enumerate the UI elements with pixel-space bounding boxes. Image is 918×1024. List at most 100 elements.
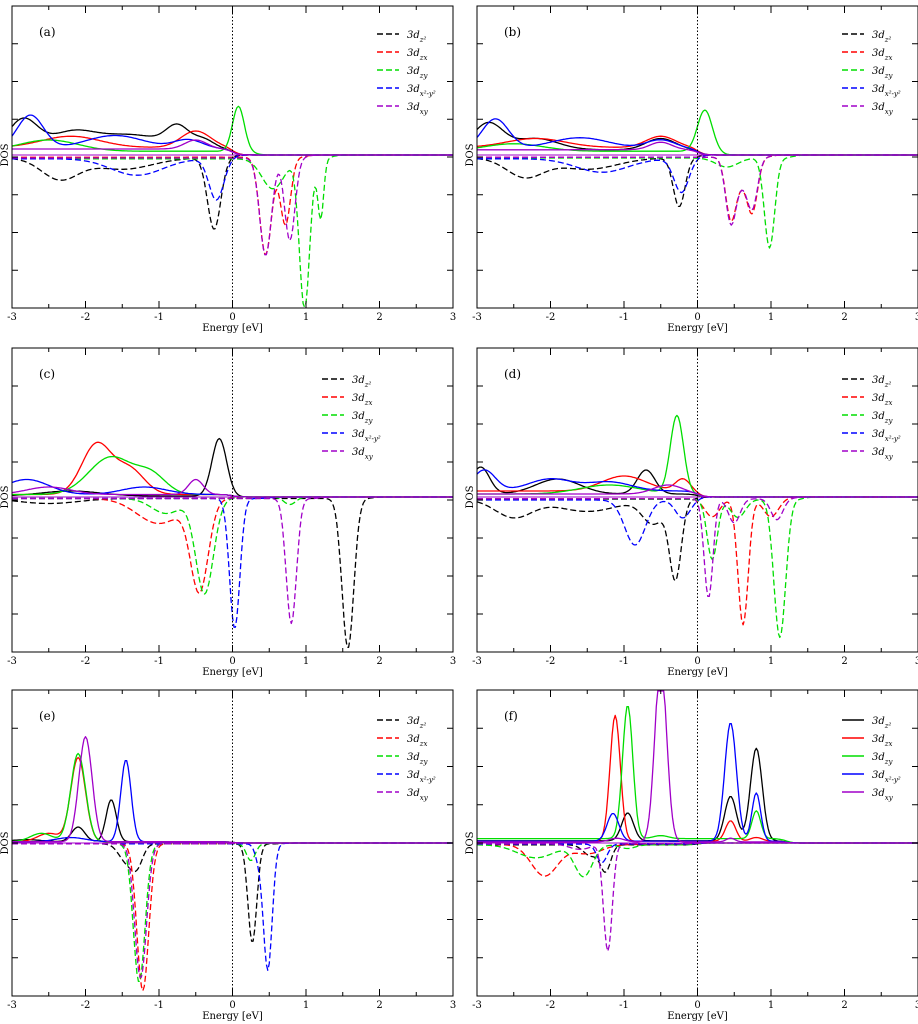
panel-label: (d) — [504, 367, 521, 381]
dos-curve — [476, 496, 918, 582]
legend-label: 3dzy — [872, 411, 893, 425]
legend-label: 3dz² — [407, 30, 426, 44]
x-tick-label: 3 — [915, 312, 918, 323]
panel-label: (f) — [504, 709, 518, 723]
legend-label: 3dzx — [872, 48, 892, 62]
x-tick-label: 3 — [915, 656, 918, 667]
legend-label: 3dxy — [872, 788, 894, 802]
x-tick-label: -3 — [7, 1000, 17, 1011]
x-tick-label: 0 — [229, 312, 235, 323]
legend-label: 3dx²-y² — [407, 770, 436, 784]
x-tick-label: 3 — [450, 1000, 456, 1011]
dos-curve — [477, 842, 918, 873]
legend-label: 3dz² — [352, 375, 371, 389]
legend-label: 3dx²-y² — [872, 770, 901, 784]
legend-label: 3dzy — [407, 66, 428, 80]
legend-label: 3dx²-y² — [352, 429, 381, 443]
x-tick-label: 2 — [841, 656, 847, 667]
y-axis-title: DOS — [0, 831, 11, 854]
y-axis-title: DOS — [0, 143, 11, 166]
y-axis-title: DOS — [465, 831, 476, 854]
x-tick-label: -2 — [546, 1000, 556, 1011]
x-tick-label: 1 — [303, 656, 309, 667]
legend: 3dz² 3dzx 3dzy 3dx²-y² 3dxy — [842, 30, 901, 116]
panel-label: (b) — [504, 25, 521, 39]
x-axis-title: Energy [eV] — [667, 667, 728, 678]
panel-label: (a) — [39, 25, 56, 39]
x-tick-label: -3 — [472, 312, 482, 323]
x-tick-label: 3 — [450, 312, 456, 323]
panel-label: (e) — [39, 709, 55, 723]
dos-curve — [477, 496, 918, 598]
legend-label: 3dxy — [352, 447, 374, 461]
x-tick-label: -3 — [7, 312, 17, 323]
legend: 3dz² 3dzx 3dzy 3dx²-y² 3dxy — [842, 375, 901, 461]
x-tick-label: -1 — [154, 656, 164, 667]
x-tick-label: -1 — [619, 1000, 629, 1011]
legend-label: 3dzx — [407, 734, 427, 748]
x-tick-label: 2 — [376, 656, 382, 667]
x-tick-label: 3 — [915, 1000, 918, 1011]
x-tick-label: 0 — [694, 312, 700, 323]
legend-label: 3dz² — [407, 716, 426, 730]
x-tick-label: -2 — [81, 1000, 91, 1011]
legend-label: 3dzy — [407, 752, 428, 766]
x-tick-label: -2 — [546, 312, 556, 323]
x-axis-title: Energy [eV] — [202, 323, 263, 334]
legend-label: 3dzx — [407, 48, 427, 62]
x-axis-title: Energy [eV] — [202, 1011, 263, 1022]
x-axis-title: Energy [eV] — [202, 667, 263, 678]
x-tick-label: 0 — [229, 1000, 235, 1011]
y-axis-title: DOS — [0, 485, 11, 508]
x-tick-label: 1 — [303, 1000, 309, 1011]
dos-curve — [12, 842, 453, 942]
x-tick-label: 2 — [841, 1000, 847, 1011]
legend: 3dz² 3dzx 3dzy 3dx²-y² 3dxy — [377, 716, 436, 802]
legend-label: 3dzx — [872, 734, 892, 748]
x-tick-label: -1 — [154, 1000, 164, 1011]
x-tick-label: -2 — [546, 656, 556, 667]
x-tick-label: 3 — [450, 656, 456, 667]
x-tick-label: -2 — [81, 656, 91, 667]
x-tick-label: 1 — [303, 312, 309, 323]
legend-label: 3dz² — [872, 375, 891, 389]
legend-label: 3dx²-y² — [872, 429, 901, 443]
dos-curve — [11, 752, 453, 844]
legend-label: 3dxy — [872, 102, 894, 116]
x-tick-label: -1 — [619, 312, 629, 323]
dos-curve — [11, 105, 453, 156]
legend: 3dz² 3dzx 3dzy 3dx²-y² 3dxy — [842, 716, 901, 802]
x-tick-label: -1 — [619, 656, 629, 667]
legend: 3dz² 3dzx 3dzy 3dx²-y² 3dxy — [322, 375, 381, 461]
x-tick-label: -3 — [472, 656, 482, 667]
x-tick-label: 1 — [768, 312, 774, 323]
dos-curve — [477, 723, 918, 844]
x-tick-label: -3 — [472, 1000, 482, 1011]
dos-curve — [12, 154, 453, 256]
legend-label: 3dzy — [352, 411, 373, 425]
legend-label: 3dz² — [872, 716, 891, 730]
x-tick-label: 1 — [768, 656, 774, 667]
y-axis-title: DOS — [465, 485, 476, 508]
legend-label: 3dzy — [872, 66, 893, 80]
legend-label: 3dzx — [352, 393, 372, 407]
y-axis-title: DOS — [465, 143, 476, 166]
dos-curve — [477, 154, 918, 226]
dos-curve — [477, 496, 918, 639]
x-tick-label: -2 — [81, 312, 91, 323]
dos-curve — [12, 154, 453, 255]
legend-label: 3dz² — [872, 30, 891, 44]
legend-label: 3dx²-y² — [872, 84, 901, 98]
x-tick-label: -1 — [154, 312, 164, 323]
legend-label: 3dxy — [872, 447, 894, 461]
dos-curve — [477, 842, 918, 864]
legend-label: 3dzy — [872, 752, 893, 766]
legend-label: 3dx²-y² — [407, 84, 436, 98]
x-tick-label: 2 — [841, 312, 847, 323]
